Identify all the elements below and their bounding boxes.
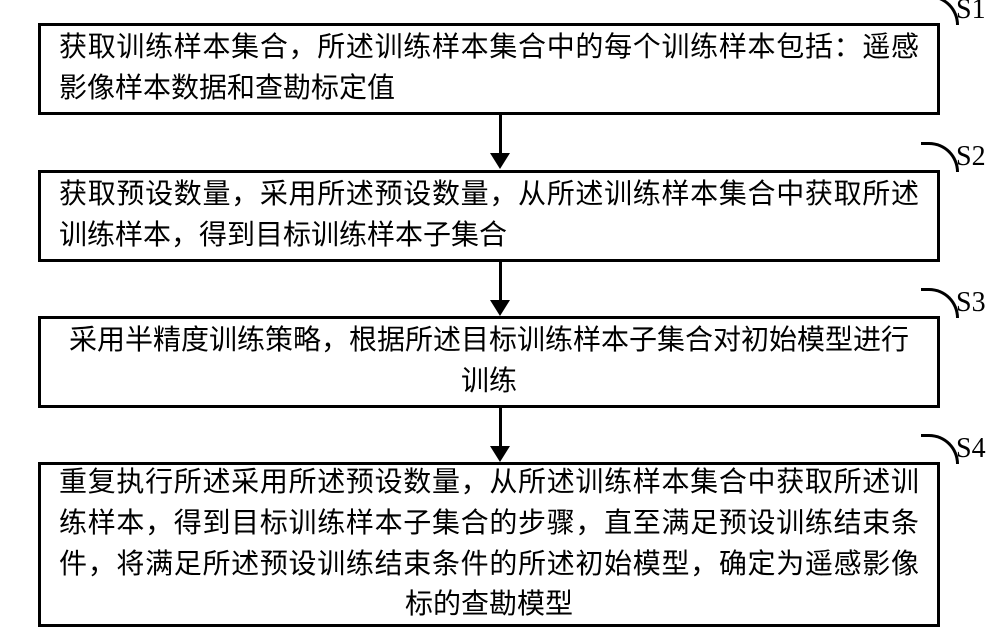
flowchart-canvas: 获取训练样本集合，所述训练样本集合中的每个训练样本包括：遥感影像样本数据和查勘标… xyxy=(0,0,1000,633)
arrow-s1-s2 xyxy=(490,115,510,169)
step-label-s1: S1 xyxy=(956,0,986,26)
arrow-s2-s3 xyxy=(490,262,510,316)
step-label-s2: S2 xyxy=(956,141,986,173)
arrow-s3-s4 xyxy=(490,408,510,462)
step-connector-s3 xyxy=(921,288,959,318)
step-box-s4: 重复执行所述采用所述预设数量，从所述训练样本集合中获取所述训练样本，得到目标训练… xyxy=(38,462,940,627)
step-connector-s4 xyxy=(921,434,959,464)
arrow-shaft xyxy=(499,408,502,446)
step-text-s2: 获取预设数量，采用所述预设数量，从所述训练样本集合中获取所述训练样本，得到目标训… xyxy=(59,175,919,256)
step-text-s3: 采用半精度训练策略，根据所述目标训练样本子集合对初始模型进行训练 xyxy=(59,321,919,402)
step-box-s2: 获取预设数量，采用所述预设数量，从所述训练样本集合中获取所述训练样本，得到目标训… xyxy=(38,170,940,262)
step-text-s4: 重复执行所述采用所述预设数量，从所述训练样本集合中获取所述训练样本，得到目标训练… xyxy=(59,463,919,625)
arrow-shaft xyxy=(499,262,502,300)
arrow-head-icon xyxy=(490,153,510,169)
step-box-s1: 获取训练样本集合，所述训练样本集合中的每个训练样本包括：遥感影像样本数据和查勘标… xyxy=(38,23,940,115)
step-label-s4: S4 xyxy=(956,433,986,465)
step-box-s3: 采用半精度训练策略，根据所述目标训练样本子集合对初始模型进行训练 xyxy=(38,316,940,408)
step-connector-s1 xyxy=(921,0,959,25)
step-text-s1: 获取训练样本集合，所述训练样本集合中的每个训练样本包括：遥感影像样本数据和查勘标… xyxy=(59,28,919,109)
step-label-s3: S3 xyxy=(956,287,986,319)
arrow-head-icon xyxy=(490,300,510,316)
arrow-head-icon xyxy=(490,446,510,462)
step-connector-s2 xyxy=(921,142,959,172)
arrow-shaft xyxy=(499,115,502,153)
